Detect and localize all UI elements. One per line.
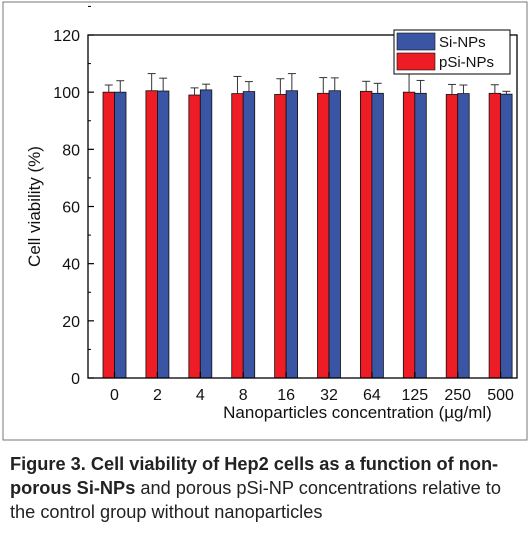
x-tick-label: 2 — [153, 387, 162, 404]
bar-si-nps-500 — [500, 93, 513, 379]
bar-psi-nps-16 — [274, 94, 287, 379]
bar-si-nps-64 — [371, 92, 384, 379]
figure-caption: Figure 3. Cell viability of Hep2 cells a… — [10, 452, 526, 524]
caption-rest: and porous pSi-NP concentrations relativ… — [10, 478, 501, 522]
x-tick-label: 250 — [444, 387, 471, 404]
bar-si-nps-32 — [328, 90, 341, 379]
x-tick-label: 32 — [320, 387, 338, 404]
bar-psi-nps-4 — [188, 94, 201, 379]
bar-psi-nps-64 — [360, 90, 373, 379]
bar-si-nps-250 — [457, 93, 470, 379]
bar-psi-nps-32 — [317, 92, 330, 379]
figure-border — [2, 1, 528, 441]
y-tick-label: 100 — [53, 85, 80, 102]
x-tick-label: 4 — [196, 387, 205, 404]
legend-label-psi-nps: pSi-NPs — [439, 54, 494, 71]
bar-si-nps-0 — [114, 91, 127, 379]
x-tick-label: 0 — [110, 387, 119, 404]
bar-psi-nps-500 — [488, 92, 502, 379]
legend-swatch-psi-nps — [396, 52, 436, 71]
y-tick-label: 20 — [62, 314, 80, 331]
bar-psi-nps-0 — [102, 91, 115, 379]
y-tick-label: 0 — [71, 371, 80, 388]
bar-psi-nps-8 — [231, 93, 244, 379]
y-tick-label: 40 — [62, 257, 80, 274]
y-tick-label: 80 — [62, 142, 80, 159]
x-tick-label: 125 — [401, 387, 428, 404]
bar-si-nps-8 — [242, 91, 256, 379]
legend-label-si-nps: Si-NPs — [439, 34, 486, 51]
x-tick-label: 500 — [487, 387, 514, 404]
bar-psi-nps-250 — [445, 94, 459, 379]
x-axis-label: Nanoparticles concentration (µg/ml) — [223, 403, 492, 422]
bar-si-nps-125 — [414, 92, 427, 379]
legend-swatch-si-nps — [396, 32, 436, 51]
x-tick-label: 64 — [363, 387, 381, 404]
chart-figure: 0 20 40 60 80 100 120 0 2 4 8 16 32 64 125 250 500 Nanopa… — [2, 1, 528, 441]
bar-si-nps-2 — [157, 90, 170, 379]
legend: Si-NPs pSi-NPs — [393, 29, 511, 75]
bar-psi-nps-125 — [402, 91, 416, 379]
x-tick-label: 16 — [277, 387, 295, 404]
y-tick-label: 120 — [53, 28, 80, 45]
bar-si-nps-4 — [199, 89, 213, 379]
y-tick-label: 60 — [62, 200, 80, 217]
bar-psi-nps-2 — [145, 90, 158, 379]
caption-bold-part: Figure 3. Cell viability of Hep2 cells a… — [10, 454, 499, 498]
y-axis-label: Cell viability (%) — [25, 146, 44, 267]
bar-si-nps-16 — [285, 90, 299, 379]
x-tick-label: 8 — [239, 387, 248, 404]
bar-chart: 0 20 40 60 80 100 120 0 2 4 8 16 32 64 125 250 500Nanopa… — [2, 1, 528, 441]
